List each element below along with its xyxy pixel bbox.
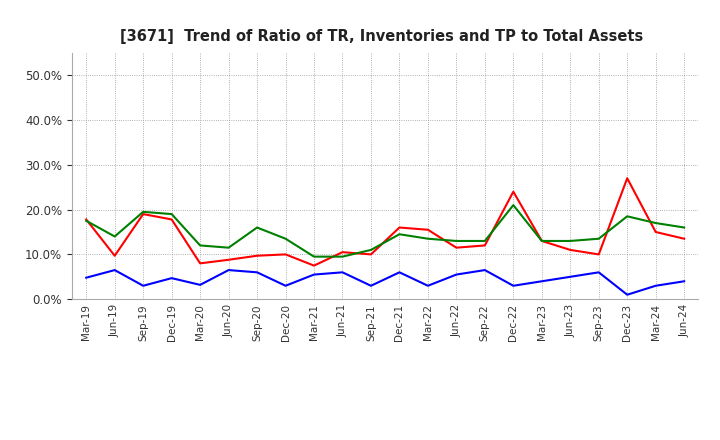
Trade Payables <box>196 243 204 248</box>
Trade Receivables <box>366 252 375 257</box>
Trade Receivables <box>167 217 176 222</box>
Inventories <box>282 283 290 288</box>
Trade Payables <box>566 238 575 244</box>
Trade Payables <box>167 212 176 217</box>
Trade Payables <box>310 254 318 259</box>
Trade Payables <box>537 238 546 244</box>
Trade Payables <box>509 202 518 208</box>
Trade Receivables <box>652 229 660 235</box>
Inventories <box>509 283 518 288</box>
Text: [3671]  Trend of Ratio of TR, Inventories and TP to Total Assets: [3671] Trend of Ratio of TR, Inventories… <box>120 29 643 44</box>
Inventories <box>225 268 233 273</box>
Inventories <box>452 272 461 277</box>
Trade Receivables <box>680 236 688 242</box>
Trade Receivables <box>395 225 404 230</box>
Trade Receivables <box>509 189 518 194</box>
Trade Receivables <box>310 263 318 268</box>
Inventories <box>395 270 404 275</box>
Trade Payables <box>253 225 261 230</box>
Trade Receivables <box>480 243 489 248</box>
Trade Receivables <box>253 253 261 258</box>
Trade Receivables <box>537 238 546 244</box>
Inventories <box>595 270 603 275</box>
Inventories <box>110 268 119 273</box>
Trade Payables <box>110 234 119 239</box>
Line: Trade Receivables: Trade Receivables <box>86 178 684 266</box>
Inventories <box>623 292 631 297</box>
Inventories <box>253 270 261 275</box>
Trade Payables <box>282 236 290 242</box>
Inventories <box>82 275 91 280</box>
Inventories <box>680 279 688 284</box>
Trade Payables <box>452 238 461 244</box>
Inventories <box>139 283 148 288</box>
Trade Receivables <box>225 257 233 262</box>
Inventories <box>652 283 660 288</box>
Trade Payables <box>338 254 347 259</box>
Trade Payables <box>595 236 603 242</box>
Inventories <box>366 283 375 288</box>
Inventories <box>196 282 204 287</box>
Inventories <box>423 283 432 288</box>
Trade Receivables <box>196 261 204 266</box>
Trade Payables <box>395 231 404 237</box>
Trade Payables <box>623 214 631 219</box>
Inventories <box>338 270 347 275</box>
Trade Receivables <box>595 252 603 257</box>
Trade Payables <box>139 209 148 214</box>
Line: Inventories: Inventories <box>86 270 684 295</box>
Trade Receivables <box>282 252 290 257</box>
Inventories <box>167 275 176 281</box>
Trade Receivables <box>82 217 91 222</box>
Trade Receivables <box>566 247 575 253</box>
Inventories <box>480 268 489 273</box>
Trade Receivables <box>139 212 148 217</box>
Inventories <box>537 279 546 284</box>
Trade Payables <box>82 218 91 224</box>
Trade Receivables <box>452 245 461 250</box>
Trade Receivables <box>423 227 432 232</box>
Inventories <box>566 274 575 279</box>
Trade Payables <box>480 238 489 244</box>
Inventories <box>310 272 318 277</box>
Trade Receivables <box>338 249 347 255</box>
Line: Trade Payables: Trade Payables <box>86 205 684 257</box>
Trade Payables <box>366 247 375 253</box>
Trade Receivables <box>623 176 631 181</box>
Trade Receivables <box>110 253 119 258</box>
Trade Payables <box>225 245 233 250</box>
Trade Payables <box>423 236 432 242</box>
Trade Payables <box>680 225 688 230</box>
Trade Payables <box>652 220 660 226</box>
